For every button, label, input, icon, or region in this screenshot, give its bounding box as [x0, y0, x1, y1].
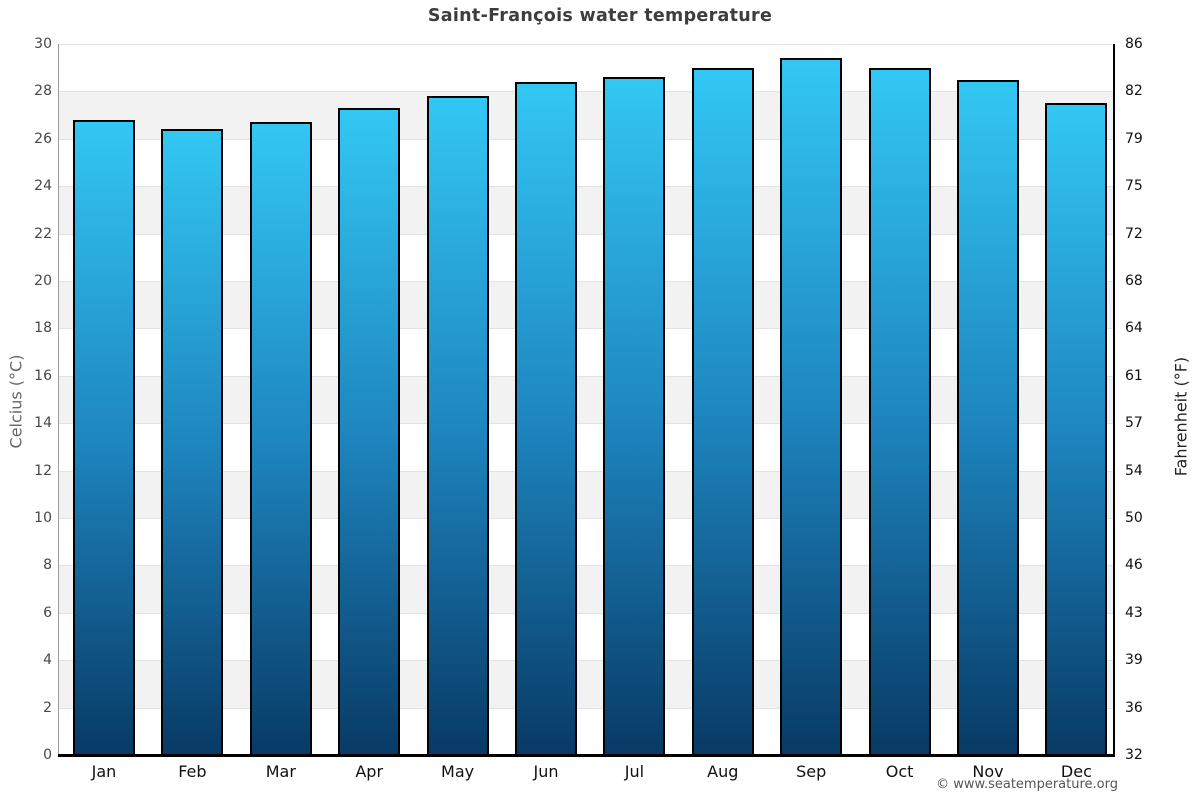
y-tick-right-46: 46 [1125, 557, 1143, 574]
gridline [58, 138, 1113, 140]
y-tick-right-68: 68 [1125, 273, 1143, 289]
y-tick-left-10: 10 [34, 510, 52, 526]
y-tick-left-26: 26 [34, 130, 52, 147]
plot-band [58, 660, 1113, 708]
y-tick-left-8: 8 [43, 557, 52, 574]
gridline [58, 328, 1113, 330]
plot-band [58, 565, 1113, 613]
y-tick-right-72: 72 [1125, 225, 1143, 242]
x-tick-nov: Nov [972, 762, 1004, 781]
bar-feb [161, 129, 224, 755]
gridline [58, 423, 1113, 425]
bar-nov [957, 79, 1019, 755]
y-tick-right-82: 82 [1125, 83, 1143, 100]
y-tick-left-16: 16 [34, 367, 52, 384]
y-tick-left-28: 28 [34, 83, 52, 100]
x-axis-line [58, 754, 1115, 757]
x-tick-aug: Aug [707, 762, 739, 781]
gridline [58, 470, 1113, 472]
gridline [58, 660, 1113, 662]
gridline [58, 281, 1113, 282]
plot-band [58, 328, 1113, 376]
y-tick-left-12: 12 [34, 462, 52, 479]
plot-band [58, 233, 1113, 281]
y-axis-right-line [1113, 44, 1115, 755]
y-tick-right-36: 36 [1125, 699, 1143, 716]
y-tick-right-79: 79 [1125, 130, 1143, 147]
gridline [58, 186, 1113, 188]
bar-jun [515, 81, 577, 755]
x-tick-oct: Oct [885, 762, 914, 781]
plot-band [58, 375, 1113, 424]
bar-sep [780, 58, 843, 755]
x-tick-jul: Jul [624, 762, 645, 781]
plot-band [58, 423, 1113, 471]
y-tick-left-18: 18 [34, 320, 52, 337]
x-tick-feb: Feb [178, 762, 207, 781]
plot-band [58, 281, 1113, 329]
x-tick-mar: Mar [265, 762, 296, 781]
y-axis-left-line [58, 44, 59, 755]
y-tick-right-75: 75 [1125, 178, 1143, 195]
plot-band [58, 470, 1113, 518]
y-tick-right-50: 50 [1125, 510, 1143, 526]
y-tick-right-43: 43 [1125, 604, 1143, 621]
y-tick-left-4: 4 [43, 652, 52, 669]
gridline [58, 518, 1113, 519]
gridline [58, 707, 1113, 709]
plot-band [58, 186, 1113, 234]
plot-band [58, 91, 1113, 139]
y-tick-right-54: 54 [1125, 462, 1143, 479]
y-tick-left-30: 30 [34, 36, 52, 52]
y-tick-right-64: 64 [1125, 320, 1143, 337]
x-tick-jun: Jun [533, 762, 559, 781]
y-tick-left-24: 24 [34, 178, 52, 195]
plot-band [58, 138, 1113, 187]
x-tick-apr: Apr [355, 762, 384, 781]
bar-mar [249, 122, 312, 755]
bar-may [426, 96, 489, 755]
y-axis-right-title: Fahrenheit (°F) [1171, 356, 1191, 477]
gridline [58, 44, 1113, 45]
plot-band [58, 612, 1113, 661]
x-tick-jan: Jan [91, 762, 117, 781]
gridline [58, 612, 1113, 614]
gridline [58, 91, 1113, 93]
bar-apr [338, 107, 401, 755]
y-tick-right-86: 86 [1125, 36, 1143, 52]
bar-jul [603, 77, 666, 755]
bar-aug [691, 67, 754, 755]
plot-area [58, 44, 1113, 755]
y-tick-right-57: 57 [1125, 415, 1143, 432]
y-tick-right-39: 39 [1125, 652, 1143, 669]
gridline [58, 565, 1113, 567]
y-tick-left-6: 6 [43, 604, 52, 621]
plot-band [58, 44, 1113, 92]
y-tick-left-22: 22 [34, 225, 52, 242]
copyright-credit: © www.seatemperature.org [936, 777, 1118, 792]
y-tick-right-61: 61 [1125, 367, 1143, 384]
gridline [58, 375, 1113, 377]
y-tick-left-20: 20 [34, 273, 52, 289]
y-tick-left-2: 2 [43, 699, 52, 716]
y-tick-left-14: 14 [34, 415, 52, 432]
bar-jan [73, 119, 135, 755]
plot-band [58, 707, 1113, 755]
bar-oct [868, 67, 931, 755]
x-tick-dec: Dec [1060, 762, 1092, 781]
x-tick-may: May [441, 762, 475, 781]
y-tick-left-0: 0 [43, 747, 52, 763]
chart-title: Saint-François water temperature [427, 6, 773, 26]
plot-band [58, 518, 1113, 566]
bar-dec [1045, 103, 1108, 755]
y-axis-left-title: Celcius (°C) [6, 354, 26, 449]
y-tick-right-32: 32 [1125, 747, 1143, 763]
x-tick-sep: Sep [796, 762, 827, 781]
gridline [58, 233, 1113, 235]
